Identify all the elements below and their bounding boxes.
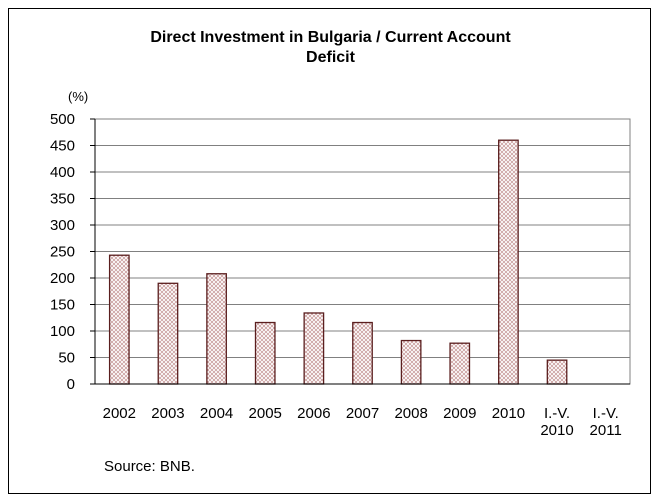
y-tick-label: 100 xyxy=(50,323,75,340)
x-tick-label: I.-V. xyxy=(544,405,570,422)
bar xyxy=(157,282,179,385)
y-tick-label: 350 xyxy=(50,191,75,208)
x-tick-label: 2003 xyxy=(151,405,184,422)
bar xyxy=(206,273,227,385)
label-layer: 0 50 100 150 200 250 300 350 400 450 500 (%) 2002 200… xyxy=(50,89,622,439)
y-tick-label: 200 xyxy=(50,270,75,287)
chart-title-line-2: Deficit xyxy=(306,49,355,66)
x-tick-label: 2008 xyxy=(394,405,427,422)
x-tick-label: I.-V. xyxy=(593,405,619,422)
bar xyxy=(254,321,276,385)
y-unit-label: (%) xyxy=(68,89,88,104)
x-tick-label: 2007 xyxy=(346,405,379,422)
bar xyxy=(352,321,373,385)
bar xyxy=(108,254,130,385)
bar xyxy=(303,312,325,385)
y-tick-label: 300 xyxy=(50,217,75,234)
bar xyxy=(498,139,519,385)
bar-layer xyxy=(108,139,568,385)
y-tick-label: 150 xyxy=(50,297,75,314)
y-tick-label: 250 xyxy=(50,244,75,261)
x-tick-label: 2009 xyxy=(443,405,476,422)
x-tick-label: 2004 xyxy=(200,405,233,422)
x-tick-label: 2011 xyxy=(590,422,622,439)
x-tick-label: 2010 xyxy=(540,422,573,439)
bar xyxy=(546,359,568,385)
x-tick-label: 2010 xyxy=(492,405,525,422)
y-tick-label: 50 xyxy=(58,350,75,367)
x-tick-label: 2005 xyxy=(249,405,282,422)
bar xyxy=(449,342,471,385)
y-tick-label: 0 xyxy=(67,376,75,393)
axis-layer xyxy=(90,118,630,385)
x-tick-label: 2002 xyxy=(103,405,136,422)
y-tick-label: 400 xyxy=(50,164,75,181)
y-tick-label: 500 xyxy=(50,111,75,128)
x-tick-label: 2006 xyxy=(297,405,330,422)
chart-title: Direct Investment in Bulgaria / Current … xyxy=(0,28,661,68)
grid-layer xyxy=(94,118,631,385)
y-tick-label: 450 xyxy=(50,138,75,155)
source-note: Source: BNB. xyxy=(104,458,195,475)
bar xyxy=(400,339,422,385)
chart-title-line-1: Direct Investment in Bulgaria / Current … xyxy=(150,29,511,46)
